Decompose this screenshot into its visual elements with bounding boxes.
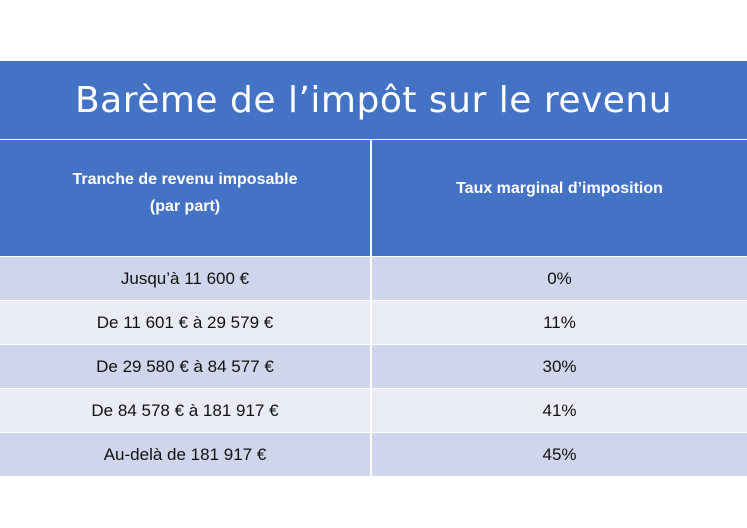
taux-cell: 30% <box>542 356 577 376</box>
tranche-cell: Au-delà de 181 917 € <box>0 433 372 476</box>
table-row: Au-delà de 181 917 € 45% <box>0 433 747 477</box>
tranche-cell: De 84 578 € à 181 917 € <box>0 389 372 432</box>
header-taux: Taux marginal d’imposition <box>372 140 747 256</box>
table-header-row: Tranche de revenu imposable (par part) T… <box>0 140 747 257</box>
header-tranche-line1: Tranche de revenu imposable <box>72 171 298 188</box>
tranche-cell: De 29 580 € à 84 577 € <box>0 345 372 388</box>
tranche-cell: Jusqu’à 11 600 € <box>0 257 372 300</box>
tranche-cell: De 11 601 € à 29 579 € <box>0 301 372 344</box>
page-title: Barème de l’impôt sur le revenu <box>74 79 673 121</box>
taux-cell: 45% <box>542 444 577 464</box>
table-row: De 11 601 € à 29 579 € 11% <box>0 301 747 345</box>
table-row: De 84 578 € à 181 917 € 41% <box>0 389 747 433</box>
taux-cell: 11% <box>543 312 576 332</box>
taux-cell: 0% <box>547 268 572 288</box>
table-row: De 29 580 € à 84 577 € 30% <box>0 345 747 389</box>
taux-cell: 41% <box>542 400 577 420</box>
header-taux-label: Taux marginal d’imposition <box>456 179 663 197</box>
title-bar: Barème de l’impôt sur le revenu <box>0 61 747 139</box>
header-tranche-line2: (par part) <box>149 198 221 215</box>
table-row: Jusqu’à 11 600 € 0% <box>0 257 747 301</box>
tax-bracket-table: Tranche de revenu imposable (par part) T… <box>0 140 747 477</box>
header-tranche: Tranche de revenu imposable (par part) <box>0 140 372 256</box>
